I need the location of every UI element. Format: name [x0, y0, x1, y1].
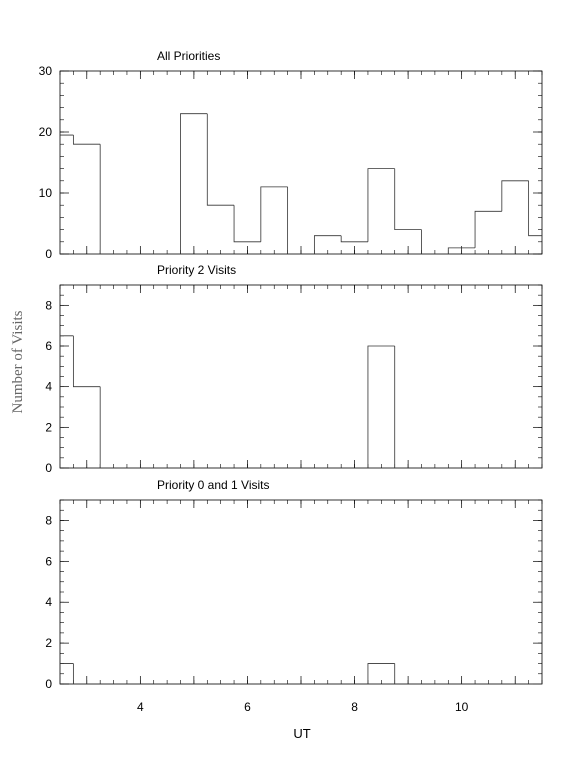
histogram-bin [474, 210, 502, 248]
histogram-bin [260, 186, 288, 242]
x-tick-label: 10 [455, 700, 469, 714]
histogram-bin [59, 134, 74, 254]
histogram-bin [72, 135, 101, 145]
y-tick-label: 2 [45, 420, 52, 434]
histogram-bin [206, 113, 235, 206]
panel-2: Priority 2 Visits 0 2 4 6 8 [45, 263, 543, 475]
y-tick-label: 8 [45, 513, 52, 527]
x-tick-label: 4 [137, 700, 144, 714]
histogram-bin [180, 113, 208, 254]
histogram-bin [59, 335, 74, 468]
histogram-bin [394, 346, 422, 469]
panel-title: Priority 0 and 1 Visits [157, 478, 270, 492]
histogram-bin [99, 386, 127, 469]
plot-frame [59, 284, 543, 469]
histogram-bin [501, 180, 529, 212]
y-tick-label: 6 [45, 339, 52, 353]
histogram-bin [99, 144, 127, 255]
y-tick-label: 0 [45, 247, 52, 261]
plot-frame [59, 70, 543, 255]
y-tick-label: 4 [45, 380, 52, 394]
histogram-bin [72, 663, 101, 685]
x-tick-label: 8 [351, 700, 358, 714]
y-tick-label: 4 [45, 595, 52, 609]
histogram-bin [59, 663, 74, 684]
histogram-bin [233, 205, 261, 243]
histogram-bin [367, 168, 395, 242]
panel-title: Priority 2 Visits [157, 263, 236, 277]
histogram-bin [340, 235, 368, 243]
histogram-bin [367, 663, 395, 684]
histogram-bin [528, 180, 542, 237]
histogram-bin [394, 663, 422, 685]
histogram-bin [72, 335, 101, 388]
histogram-bin [313, 235, 342, 254]
y-tick-label: 0 [45, 677, 52, 691]
x-tick-label: 6 [244, 700, 251, 714]
panel-title: All Priorities [157, 49, 220, 63]
y-tick-label: 30 [39, 64, 53, 78]
panel-1: All Priorities 0 10 20 30 [39, 49, 543, 261]
panel-3: Priority 0 and 1 Visits 0 2 4 6 8 4 6 8 10 [45, 478, 543, 714]
histogram-bin [367, 345, 395, 468]
histogram-bin [287, 186, 315, 255]
y-tick-label: 2 [45, 636, 52, 650]
y-tick-label: 8 [45, 298, 52, 312]
histogram-bin [421, 229, 449, 255]
y-tick-label: 0 [45, 461, 52, 475]
x-axis-label: UT [293, 726, 310, 741]
histogram-bin [447, 247, 476, 254]
y-tick-label: 6 [45, 554, 52, 568]
histogram-bin [394, 168, 422, 230]
plot-frame [59, 499, 543, 685]
y-tick-label: 20 [39, 125, 53, 139]
y-axis-label: Number of Visits [10, 310, 26, 413]
y-tick-label: 10 [39, 186, 53, 200]
